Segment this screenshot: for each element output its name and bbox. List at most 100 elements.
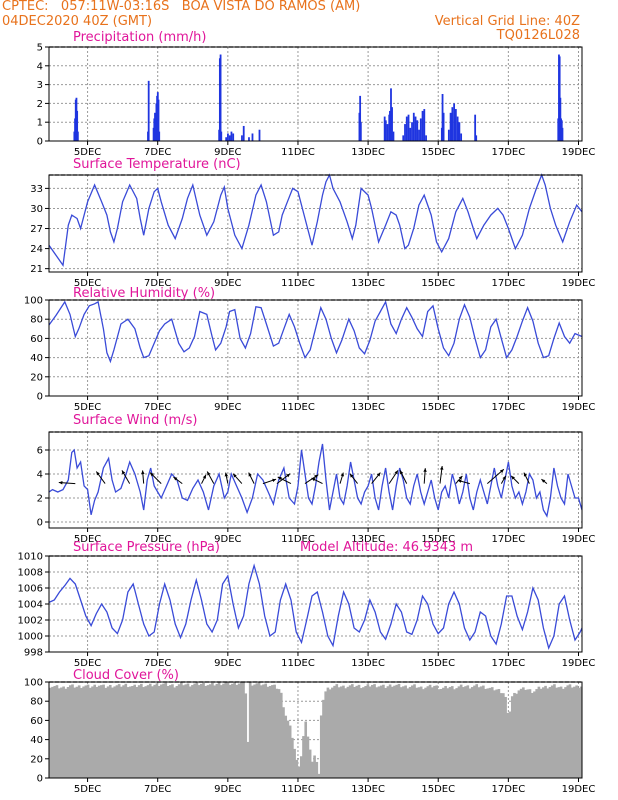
cloud-bar (450, 686, 454, 778)
cloud-bar (362, 687, 365, 778)
cloud-bar (435, 685, 439, 778)
cloud-bar (564, 687, 567, 778)
cloud-bar (297, 766, 301, 778)
y-tick-label: 80 (30, 315, 43, 326)
cloud-bar (379, 685, 383, 778)
cloud-bar (359, 688, 363, 778)
cloud-bar (259, 685, 263, 778)
cloud-bar (60, 687, 63, 778)
cloud-bar (453, 689, 456, 778)
cloud-bar (77, 685, 81, 778)
cloud-bar (206, 685, 210, 778)
cloud-bar (248, 682, 252, 778)
x-tick-label: 19DEC (562, 784, 596, 795)
precip-bar (411, 122, 413, 141)
cloud-bar (562, 688, 565, 778)
cloud-bar (533, 691, 536, 778)
cloud-bar (579, 686, 583, 778)
x-tick-label: 7DEC (144, 147, 171, 158)
panel-title: Precipitation (mm/h) (73, 30, 206, 45)
cloud-bar (133, 684, 137, 778)
precip-bar (561, 127, 564, 141)
cloud-bar (459, 684, 463, 778)
cloud-bar (49, 687, 52, 778)
precip-bar (157, 99, 160, 141)
cloud-bar (364, 685, 367, 778)
cloud-bar (68, 685, 72, 778)
panel-3 (45, 299, 583, 400)
wind-arrow (486, 468, 505, 484)
cloud-bar (124, 683, 128, 778)
wind-arrow-head (277, 477, 282, 481)
x-tick-label: 7DEC (144, 402, 171, 413)
cloud-bar (224, 682, 228, 778)
y-tick-label: 2 (37, 494, 43, 505)
cloud-bar (80, 687, 83, 778)
wind-arrow-head (202, 474, 206, 479)
x-tick-label: 15DEC (421, 784, 455, 795)
y-tick-label: 27 (30, 224, 43, 235)
x-tick-label: 11DEC (281, 278, 315, 289)
cloud-bar (168, 685, 172, 778)
cloud-bar (319, 715, 323, 778)
cloud-bar (277, 689, 281, 778)
precip-bar (228, 135, 231, 141)
x-tick-label: 13DEC (351, 534, 385, 545)
cloud-bar (253, 684, 256, 778)
cloud-bar (97, 685, 101, 778)
cloud-bar (528, 689, 532, 778)
cloud-bar (493, 690, 496, 778)
cloud-bar (184, 684, 188, 778)
panel-5 (45, 555, 583, 656)
cloud-bar (293, 748, 296, 778)
cloud-bar (57, 688, 61, 778)
cloud-bar (406, 688, 410, 778)
precip-bar (227, 133, 229, 141)
y-tick-label: 21 (30, 264, 43, 275)
y-tick-label: 20 (30, 372, 43, 383)
cloud-bar (82, 686, 85, 778)
cloud-bar (266, 686, 270, 778)
chart-header: CPTEC: 057:11W-03:16S BOA VISTA DO RAMOS… (0, 0, 618, 44)
cloud-bar (577, 688, 581, 778)
precip-bar (419, 118, 422, 141)
cloud-bar (288, 725, 292, 778)
cloud-bar (93, 684, 97, 778)
wind-arrow-head (400, 470, 404, 475)
precip-bar (423, 109, 426, 141)
cloud-bar (299, 756, 303, 778)
x-tick-label: 17DEC (491, 658, 525, 669)
precip-bar (390, 88, 392, 141)
cloud-bar (95, 686, 99, 778)
cloud-bar (530, 692, 534, 778)
cloud-bar (473, 685, 476, 778)
panel-title: Relative Humidity (%) (73, 286, 215, 301)
cloud-bar (239, 682, 243, 778)
panel-6 (45, 681, 583, 782)
cloud-bar (546, 688, 550, 778)
cloud-bar (464, 686, 467, 778)
x-tick-label: 13DEC (351, 784, 385, 795)
precip-bar (389, 110, 391, 141)
panel-2 (45, 173, 583, 276)
cloud-bar (479, 686, 483, 778)
x-tick-label: 9DEC (214, 278, 241, 289)
cloud-bar (517, 690, 521, 778)
x-tick-label: 5DEC (74, 278, 101, 289)
cloud-bar (279, 692, 283, 778)
cloud-bar (539, 688, 543, 778)
cloud-bar (142, 687, 145, 778)
cloud-bar (386, 686, 390, 778)
y-tick-label: 30 (30, 204, 43, 215)
grid-line-note: Vertical Grid Line: 40Z (434, 14, 580, 29)
y-tick-label: 0 (37, 518, 43, 529)
cloud-bar (120, 686, 123, 778)
cloud-bar (430, 687, 434, 778)
y-tick-label: 4 (37, 61, 43, 72)
precip-bar (416, 120, 419, 141)
wind-arrow-head (233, 473, 237, 478)
x-tick-label: 7DEC (144, 278, 171, 289)
cloud-bar (286, 720, 290, 778)
x-tick-label: 17DEC (491, 534, 525, 545)
